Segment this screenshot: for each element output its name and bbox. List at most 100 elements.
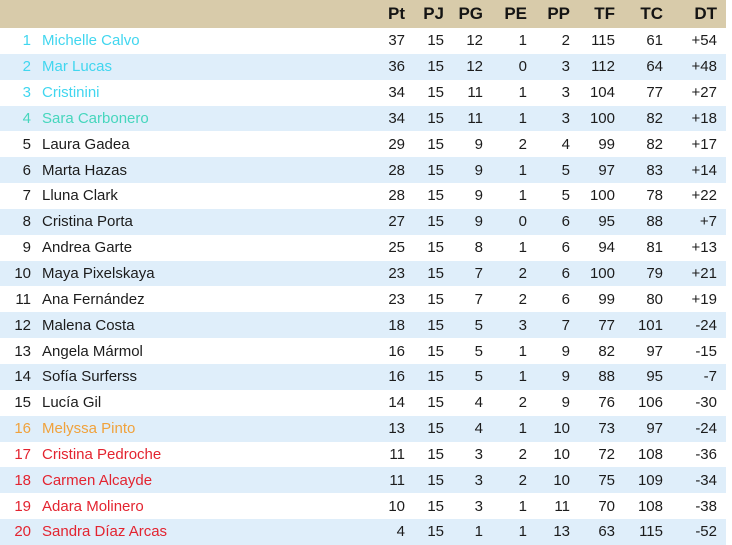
- player-name: Cristina Porta: [42, 213, 133, 231]
- stat-pp: 9: [561, 342, 570, 360]
- stat-pj: 15: [427, 445, 444, 463]
- stat-pg: 4: [474, 420, 483, 438]
- stat-pt: 28: [388, 187, 405, 205]
- stat-pe: 1: [518, 239, 527, 257]
- stat-tf: 100: [589, 109, 615, 127]
- stat-pg: 9: [474, 213, 483, 231]
- column-header-pj: PJ: [423, 4, 444, 23]
- player-name: Sofía Surferss: [42, 368, 138, 386]
- player-name: Adara Molinero: [42, 497, 144, 515]
- stat-pg: 1: [474, 523, 483, 541]
- stat-dt: +27: [691, 84, 717, 102]
- stat-pe: 2: [518, 135, 527, 153]
- column-header-tf: TF: [594, 4, 615, 23]
- stat-pt: 34: [388, 84, 405, 102]
- stat-pp: 3: [561, 58, 570, 76]
- stat-dt: +7: [699, 213, 717, 231]
- stat-pt: 11: [389, 471, 405, 489]
- player-name: Mar Lucas: [42, 58, 113, 76]
- stat-pg: 11: [467, 84, 483, 102]
- stat-pj: 15: [427, 161, 444, 179]
- stat-pe: 2: [518, 265, 527, 283]
- stat-tc: 106: [637, 394, 663, 412]
- stat-tc: 95: [646, 368, 663, 386]
- player-name: Malena Costa: [42, 316, 135, 334]
- stat-pp: 6: [561, 290, 570, 308]
- stat-pt: 23: [388, 290, 405, 308]
- table-row: 17 Cristina Pedroche 11 15 3 2 10 72 108 -36: [0, 441, 726, 468]
- stat-pj: 15: [427, 58, 444, 76]
- column-header-pg: PG: [458, 4, 483, 23]
- player-name: Lluna Clark: [42, 187, 118, 205]
- stat-pe: 0: [518, 213, 527, 231]
- stat-pj: 15: [427, 523, 444, 541]
- stat-pj: 15: [427, 290, 444, 308]
- stat-dt: +14: [691, 161, 717, 179]
- stat-tf: 72: [598, 445, 615, 463]
- stat-tc: 77: [646, 84, 663, 102]
- stat-pp: 3: [561, 109, 570, 127]
- stat-pt: 18: [388, 316, 405, 334]
- player-name: Lucía Gil: [42, 394, 102, 412]
- rank-cell: 15: [14, 394, 31, 412]
- stat-pg: 9: [474, 135, 483, 153]
- stat-pp: 11: [554, 497, 570, 515]
- rank-cell: 19: [14, 497, 31, 515]
- stat-pp: 10: [553, 471, 570, 489]
- table-header: Pt PJ PG PE PP TF TC DT: [0, 0, 726, 28]
- stat-tf: 88: [598, 368, 615, 386]
- stat-tf: 100: [589, 265, 615, 283]
- stat-pe: 1: [518, 161, 527, 179]
- stat-pt: 16: [388, 368, 405, 386]
- player-name: Sandra Díaz Arcas: [42, 523, 168, 541]
- stat-pj: 15: [427, 187, 444, 205]
- table-row: 11 Ana Fernández 23 15 7 2 6 99 80 +19: [0, 286, 726, 313]
- player-name: Cristinini: [42, 84, 100, 102]
- player-name: Laura Gadea: [42, 135, 130, 153]
- stat-pt: 29: [388, 135, 405, 153]
- table-row: 8 Cristina Porta 27 15 9 0 6 95 88 +7: [0, 208, 726, 235]
- stat-pt: 27: [388, 213, 405, 231]
- stat-dt: +54: [691, 32, 717, 50]
- rank-cell: 7: [22, 187, 31, 205]
- stat-tc: 101: [637, 316, 663, 334]
- stat-pg: 3: [474, 497, 483, 515]
- stat-tc: 108: [637, 497, 663, 515]
- stat-tc: 97: [646, 420, 663, 438]
- stat-pj: 15: [427, 109, 444, 127]
- stat-pg: 7: [474, 265, 483, 283]
- stat-dt: -38: [695, 497, 717, 515]
- player-name: Maya Pixelskaya: [42, 265, 155, 283]
- stat-dt: +48: [691, 58, 717, 76]
- stat-dt: +13: [691, 239, 717, 257]
- player-name: Ana Fernández: [42, 290, 145, 308]
- stat-dt: -30: [695, 394, 717, 412]
- stat-dt: -52: [695, 523, 717, 541]
- stat-pj: 15: [427, 135, 444, 153]
- stat-pp: 3: [561, 84, 570, 102]
- player-name: Angela Mármol: [42, 342, 143, 360]
- table-row: 6 Marta Hazas 28 15 9 1 5 97 83 +14: [0, 157, 726, 184]
- rank-cell: 17: [14, 445, 31, 463]
- rank-cell: 10: [14, 265, 31, 283]
- stat-pt: 28: [388, 161, 405, 179]
- stat-dt: +22: [691, 187, 717, 205]
- table-row: 13 Angela Mármol 16 15 5 1 9 82 97 -15: [0, 338, 726, 364]
- player-name: Michelle Calvo: [42, 32, 140, 50]
- stat-pp: 2: [561, 32, 570, 50]
- stat-pe: 3: [518, 316, 527, 334]
- stat-pe: 2: [518, 290, 527, 308]
- table-row: 2 Mar Lucas 36 15 12 0 3 112 64 +48: [0, 53, 726, 80]
- stat-tc: 88: [646, 213, 663, 231]
- stat-tf: 76: [598, 394, 615, 412]
- stat-pj: 15: [427, 394, 444, 412]
- stat-tc: 82: [646, 135, 663, 153]
- table-row: 5 Laura Gadea 29 15 9 2 4 99 82 +17: [0, 131, 726, 158]
- rank-cell: 6: [22, 161, 31, 179]
- stat-tc: 81: [646, 239, 663, 257]
- stat-tf: 100: [589, 187, 615, 205]
- stat-pg: 9: [474, 187, 483, 205]
- stat-pt: 4: [396, 523, 405, 541]
- stat-tf: 104: [589, 84, 615, 102]
- table-row: 4 Sara Carbonero 34 15 11 1 3 100 82 +18: [0, 105, 726, 132]
